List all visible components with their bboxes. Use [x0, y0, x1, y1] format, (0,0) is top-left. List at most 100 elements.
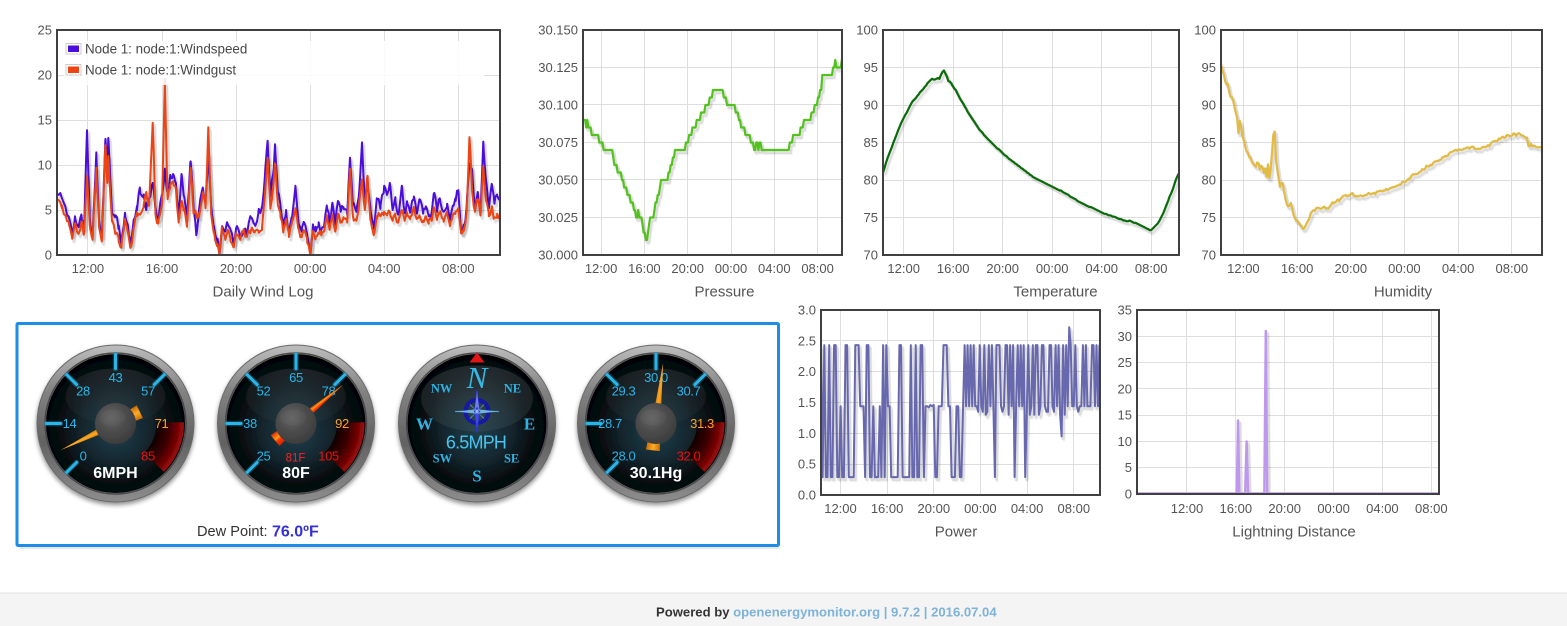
svg-text:90: 90: [864, 98, 878, 113]
svg-text:08:00: 08:00: [1496, 261, 1529, 276]
svg-text:00:00: 00:00: [964, 501, 997, 516]
svg-text:80: 80: [864, 173, 878, 188]
svg-text:95: 95: [1202, 60, 1216, 75]
svg-text:16:00: 16:00: [1281, 261, 1314, 276]
svg-text:20:00: 20:00: [1335, 261, 1368, 276]
svg-text:30.025: 30.025: [538, 210, 578, 225]
svg-text:0: 0: [45, 248, 52, 263]
svg-text:30.125: 30.125: [538, 60, 578, 75]
svg-text:Powered by openenergymonitor.o: Powered by openenergymonitor.org | 9.7.2…: [656, 605, 997, 620]
svg-text:80: 80: [1202, 173, 1216, 188]
svg-text:85: 85: [1202, 135, 1216, 150]
svg-text:16:00: 16:00: [146, 261, 179, 276]
svg-text:3.0: 3.0: [798, 303, 816, 318]
svg-text:20:00: 20:00: [986, 261, 1019, 276]
svg-text:92: 92: [335, 416, 349, 431]
svg-text:08:00: 08:00: [1135, 261, 1168, 276]
svg-text:10: 10: [38, 158, 52, 173]
svg-text:80F: 80F: [282, 465, 310, 482]
svg-text:Temperature: Temperature: [1013, 284, 1097, 301]
svg-text:76.0ºF: 76.0ºF: [272, 524, 319, 541]
svg-text:00:00: 00:00: [715, 261, 748, 276]
svg-text:85: 85: [864, 135, 878, 150]
svg-text:04:00: 04:00: [1366, 501, 1399, 516]
svg-text:31.3: 31.3: [690, 416, 714, 431]
svg-text:16:00: 16:00: [1220, 501, 1253, 516]
svg-text:E: E: [524, 415, 535, 434]
svg-text:1.0: 1.0: [798, 426, 816, 441]
svg-text:30.7: 30.7: [677, 384, 701, 399]
svg-text:43: 43: [109, 370, 123, 385]
svg-text:5: 5: [1125, 460, 1132, 475]
svg-text:32.0: 32.0: [677, 449, 701, 464]
svg-text:12:00: 12:00: [1171, 501, 1204, 516]
svg-text:16:00: 16:00: [937, 261, 970, 276]
svg-text:30.000: 30.000: [538, 248, 578, 263]
svg-text:04:00: 04:00: [1011, 501, 1044, 516]
svg-text:2.5: 2.5: [798, 333, 816, 348]
svg-text:28: 28: [76, 384, 90, 399]
svg-text:81F: 81F: [286, 453, 306, 465]
svg-text:NW: NW: [431, 382, 453, 396]
svg-text:Pressure: Pressure: [694, 284, 754, 301]
svg-text:25: 25: [257, 449, 271, 464]
svg-text:6.5MPH: 6.5MPH: [446, 433, 506, 453]
svg-text:15: 15: [38, 113, 52, 128]
svg-text:Lightning Distance: Lightning Distance: [1232, 524, 1355, 541]
svg-text:30.100: 30.100: [538, 98, 578, 113]
svg-text:Dew Point:: Dew Point:: [197, 524, 268, 540]
svg-text:85: 85: [141, 449, 155, 464]
svg-text:08:00: 08:00: [801, 261, 834, 276]
svg-text:20:00: 20:00: [918, 501, 951, 516]
svg-text:16:00: 16:00: [628, 261, 661, 276]
svg-text:30.1Hg: 30.1Hg: [630, 465, 682, 482]
svg-text:20:00: 20:00: [220, 261, 253, 276]
svg-text:00:00: 00:00: [1317, 501, 1350, 516]
svg-text:25: 25: [1118, 355, 1132, 370]
svg-text:12:00: 12:00: [585, 261, 618, 276]
svg-text:29.3: 29.3: [612, 384, 636, 399]
svg-text:20: 20: [38, 68, 52, 83]
svg-text:15: 15: [1118, 408, 1132, 423]
svg-text:65: 65: [289, 370, 303, 385]
svg-text:75: 75: [864, 210, 878, 225]
svg-text:00:00: 00:00: [294, 261, 327, 276]
svg-text:52: 52: [257, 384, 271, 399]
svg-text:25: 25: [38, 23, 52, 38]
svg-text:71: 71: [155, 416, 169, 431]
svg-text:5: 5: [45, 203, 52, 218]
svg-text:38: 38: [243, 416, 257, 431]
svg-text:Power: Power: [935, 524, 978, 541]
svg-text:90: 90: [1202, 98, 1216, 113]
svg-text:W: W: [416, 415, 433, 434]
svg-text:70: 70: [864, 248, 878, 263]
svg-text:20: 20: [1118, 381, 1132, 396]
svg-text:0.5: 0.5: [798, 457, 816, 472]
svg-text:Node 1: node:1:Windgust: Node 1: node:1:Windgust: [85, 63, 236, 78]
svg-text:28.7: 28.7: [598, 416, 622, 431]
svg-text:SW: SW: [433, 452, 453, 466]
svg-text:NE: NE: [504, 382, 521, 396]
svg-text:57: 57: [141, 384, 155, 399]
svg-text:00:00: 00:00: [1036, 261, 1069, 276]
svg-text:0: 0: [1125, 487, 1132, 502]
svg-text:04:00: 04:00: [758, 261, 791, 276]
svg-text:30: 30: [1118, 329, 1132, 344]
svg-text:105: 105: [318, 449, 339, 464]
svg-text:16:00: 16:00: [871, 501, 904, 516]
svg-text:75: 75: [1202, 210, 1216, 225]
svg-text:30.150: 30.150: [538, 23, 578, 38]
svg-text:6MPH: 6MPH: [93, 465, 137, 482]
svg-text:30.075: 30.075: [538, 135, 578, 150]
svg-text:N: N: [466, 360, 490, 395]
svg-text:20:00: 20:00: [671, 261, 704, 276]
svg-text:Node 1: node:1:Windspeed: Node 1: node:1:Windspeed: [85, 42, 247, 57]
svg-text:35: 35: [1118, 303, 1132, 318]
svg-text:20:00: 20:00: [1268, 501, 1301, 516]
svg-text:12:00: 12:00: [887, 261, 920, 276]
svg-text:30.050: 30.050: [538, 173, 578, 188]
svg-text:0: 0: [80, 449, 87, 464]
svg-text:12:00: 12:00: [72, 261, 105, 276]
svg-text:28.0: 28.0: [612, 449, 636, 464]
svg-text:10: 10: [1118, 434, 1132, 449]
